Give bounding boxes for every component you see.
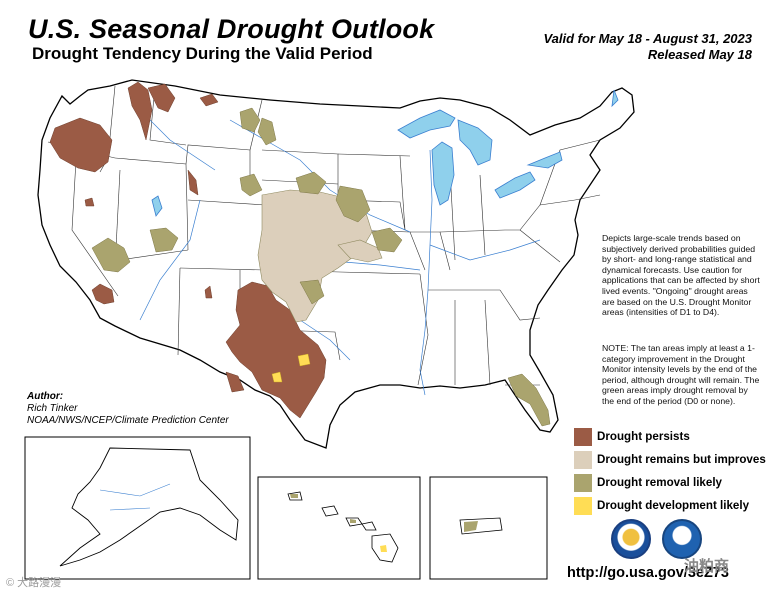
legend-label-development: Drought development likely xyxy=(597,499,750,512)
map-subtitle: Drought Tendency During the Valid Period xyxy=(32,44,373,63)
description-text: Depicts large-scale trends based on subj… xyxy=(602,233,760,318)
source-link[interactable]: http://go.usa.gov/3eZ73 xyxy=(567,565,729,581)
watermark-left: © 大路漫漫 xyxy=(6,577,62,589)
legend-swatch-development xyxy=(574,496,592,515)
legend-item-removal: Drought removal likely xyxy=(574,471,766,494)
release-date: Released May 18 xyxy=(647,47,752,62)
legend-item-development: Drought development likely xyxy=(574,494,766,517)
watermark-right: 油粕商 xyxy=(684,558,730,575)
great-lakes xyxy=(151,89,619,217)
drought-removal-areas xyxy=(91,107,551,427)
author-block: Author: Rich Tinker NOAA/NWS/NCEP/Climat… xyxy=(27,391,229,427)
alaska-outline xyxy=(59,447,239,567)
author-heading: Author: xyxy=(27,391,64,402)
legend-swatch-removal xyxy=(574,473,592,492)
legend: Drought persists Drought remains but imp… xyxy=(574,425,766,517)
note-text: NOTE: The tan areas imply at least a 1-c… xyxy=(602,343,760,406)
drought-development-areas xyxy=(271,353,311,383)
legend-item-improves: Drought remains but improves xyxy=(574,448,766,471)
legend-item-persists: Drought persists xyxy=(574,425,766,448)
valid-period: Valid for May 18 - August 31, 2023 Relea… xyxy=(543,31,752,63)
legend-swatch-improves xyxy=(574,450,592,469)
legend-label-persists: Drought persists xyxy=(597,430,690,443)
legend-label-improves: Drought remains but improves xyxy=(597,453,766,466)
hawaii-inset xyxy=(257,476,421,580)
legend-label-removal: Drought removal likely xyxy=(597,476,722,489)
valid-dates: Valid for May 18 - August 31, 2023 xyxy=(543,31,752,46)
noaa-logo xyxy=(662,519,702,559)
author-org: NOAA/NWS/NCEP/Climate Prediction Center xyxy=(27,415,229,426)
author-name: Rich Tinker xyxy=(27,403,78,414)
legend-swatch-persists xyxy=(574,427,592,446)
doc-seal-logo xyxy=(611,519,651,559)
map-title: U.S. Seasonal Drought Outlook xyxy=(28,14,435,44)
drought-persists-areas xyxy=(49,81,327,419)
